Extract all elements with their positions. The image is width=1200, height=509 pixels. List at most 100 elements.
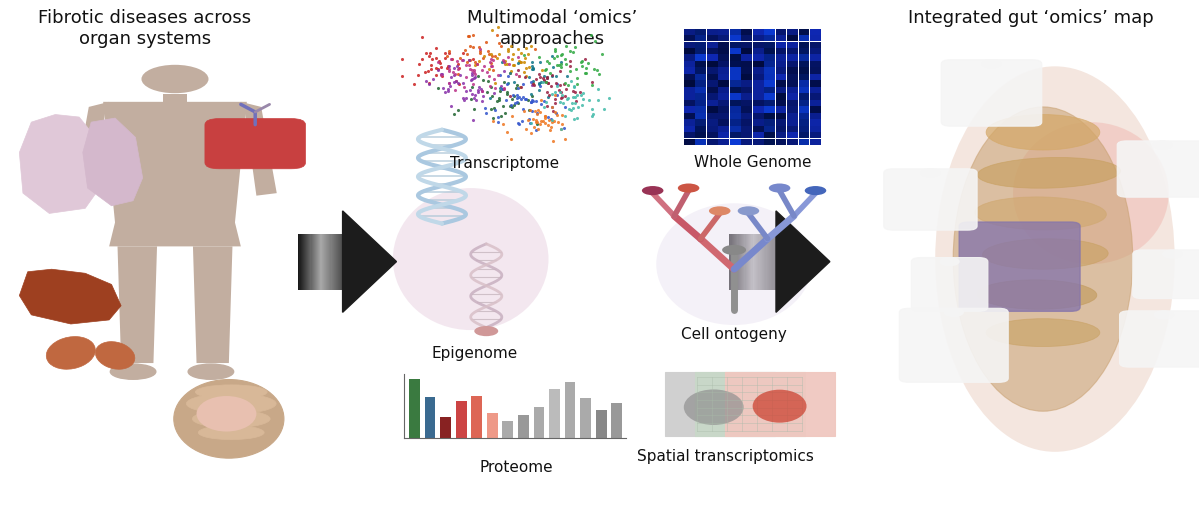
Point <box>541 116 560 124</box>
Bar <box>810 42 821 49</box>
Polygon shape <box>342 211 396 313</box>
Bar <box>409 380 420 438</box>
Point <box>551 59 570 67</box>
Point <box>544 108 563 116</box>
Bar <box>752 139 763 146</box>
Point <box>484 115 503 123</box>
Point <box>524 81 544 90</box>
Point <box>485 90 504 98</box>
Point <box>547 110 566 118</box>
Point <box>538 74 557 82</box>
Point <box>544 54 563 63</box>
Point <box>538 74 557 82</box>
Bar <box>719 101 730 107</box>
Point <box>569 104 588 112</box>
Point <box>505 93 524 101</box>
Point <box>419 68 438 76</box>
Point <box>481 84 500 92</box>
Polygon shape <box>109 222 241 247</box>
Point <box>492 59 511 67</box>
Bar <box>695 49 706 55</box>
Bar <box>742 42 752 49</box>
Point <box>546 73 565 81</box>
Point <box>538 74 557 82</box>
Point <box>554 125 574 133</box>
Bar <box>810 133 821 139</box>
Point <box>454 97 473 105</box>
Ellipse shape <box>197 396 257 432</box>
Bar <box>684 133 695 139</box>
Point <box>510 73 529 81</box>
Bar <box>707 114 718 120</box>
Point <box>546 89 565 97</box>
Point <box>482 63 502 71</box>
Point <box>527 121 546 129</box>
Point <box>454 57 473 65</box>
Point <box>540 70 559 78</box>
Point <box>481 55 500 64</box>
Point <box>491 88 510 96</box>
Point <box>509 119 528 127</box>
Bar <box>764 62 775 68</box>
Point <box>563 88 582 96</box>
Point <box>522 59 541 67</box>
Point <box>509 46 528 54</box>
Point <box>552 89 571 97</box>
Bar <box>810 49 821 55</box>
Point <box>530 87 550 95</box>
Circle shape <box>722 245 746 256</box>
FancyBboxPatch shape <box>911 258 988 312</box>
Circle shape <box>982 61 1001 69</box>
Point <box>503 62 522 70</box>
Bar <box>787 62 798 68</box>
Bar <box>752 127 763 133</box>
Point <box>516 73 535 81</box>
Bar <box>752 120 763 126</box>
Circle shape <box>709 207 731 216</box>
Point <box>462 67 481 75</box>
Bar <box>707 107 718 114</box>
Point <box>486 52 505 61</box>
Point <box>505 79 524 87</box>
Bar <box>775 81 786 88</box>
Point <box>520 116 539 124</box>
Point <box>557 61 576 69</box>
Bar <box>684 127 695 133</box>
Point <box>528 111 547 119</box>
FancyBboxPatch shape <box>899 308 1008 383</box>
Bar <box>764 88 775 94</box>
Point <box>514 59 533 67</box>
Point <box>542 116 562 124</box>
Point <box>558 96 577 104</box>
Point <box>582 79 601 87</box>
Point <box>392 73 412 81</box>
Bar <box>775 133 786 139</box>
Point <box>497 97 516 105</box>
Bar <box>752 101 763 107</box>
Point <box>458 33 478 41</box>
Point <box>463 44 482 52</box>
Point <box>511 96 530 104</box>
Point <box>428 85 448 93</box>
Bar <box>730 127 740 133</box>
Point <box>460 87 479 95</box>
Point <box>508 98 527 106</box>
Bar <box>695 127 706 133</box>
Point <box>527 119 546 127</box>
Point <box>560 63 580 71</box>
Point <box>551 82 570 90</box>
Bar <box>742 120 752 126</box>
Bar <box>518 415 529 438</box>
Point <box>547 111 566 120</box>
Bar <box>684 81 695 88</box>
Point <box>515 54 534 63</box>
Point <box>392 55 412 64</box>
Point <box>438 88 457 96</box>
Point <box>502 43 521 51</box>
Bar <box>684 120 695 126</box>
Point <box>521 99 540 107</box>
Point <box>440 83 460 91</box>
Ellipse shape <box>656 204 812 325</box>
Point <box>553 100 572 108</box>
Point <box>439 86 458 94</box>
